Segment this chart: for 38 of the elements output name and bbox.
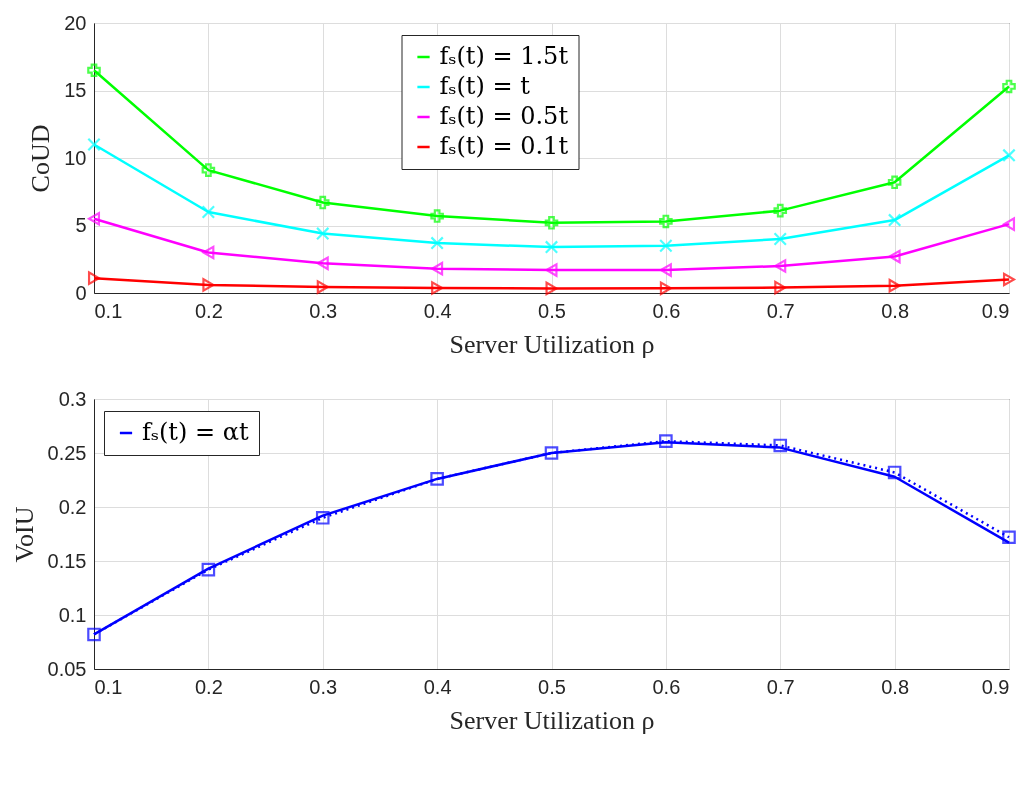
x-tick-label: 0.4: [423, 675, 452, 698]
y-tick-label: 5: [75, 214, 87, 236]
x-tick-label: 0.2: [194, 675, 223, 698]
legend-label: fₛ(t) = 0.1t: [439, 132, 569, 160]
y-axis-title: VoIU: [9, 506, 39, 563]
x-axis-title: Server Utilization ρ: [449, 329, 655, 359]
x-tick-label: 0.2: [194, 299, 223, 322]
y-tick-label: 0.2: [58, 495, 87, 518]
y-tick-label: 0.15: [47, 549, 87, 572]
x-tick-label: 0.6: [652, 675, 681, 698]
y-tick-label: 15: [64, 79, 87, 101]
y-tick-label: 20: [64, 11, 87, 34]
x-tick-label: 0.3: [309, 299, 338, 322]
y-tick-label: 0.05: [47, 657, 87, 680]
x-tick-label: 0.8: [881, 675, 910, 698]
x-tick-label: 0.7: [766, 299, 795, 322]
x-tick-label: 0.5: [538, 299, 566, 322]
x-tick-label: 0.9: [981, 675, 1010, 698]
x-tick-label: 0.5: [538, 675, 566, 698]
x-tick-label: 0.6: [652, 299, 681, 322]
x-tick-label: 0.9: [981, 299, 1010, 322]
x-tick-label: 0.4: [423, 299, 452, 322]
x-tick-label: 0.3: [309, 675, 338, 698]
y-tick-label: 0.1: [58, 603, 87, 626]
y-tick-label: 0.3: [58, 387, 87, 410]
y-tick-label: 0: [75, 281, 87, 304]
x-tick-label: 0.1: [94, 675, 123, 698]
legend-label: fₛ(t) = 1.5t: [439, 42, 569, 70]
x-tick-label: 0.7: [766, 675, 795, 698]
x-axis-title: Server Utilization ρ: [449, 705, 655, 735]
y-axis-title: CoUD: [26, 124, 56, 193]
legend-label: fₛ(t) = 0.5t: [439, 102, 569, 130]
legend-label: fₛ(t) = αt: [142, 418, 249, 446]
y-tick-label: 0.25: [47, 441, 87, 464]
x-tick-label: 0.1: [94, 299, 123, 322]
x-tick-label: 0.8: [881, 299, 910, 322]
legend-label: fₛ(t) = t: [439, 72, 531, 100]
y-tick-label: 10: [64, 146, 87, 169]
